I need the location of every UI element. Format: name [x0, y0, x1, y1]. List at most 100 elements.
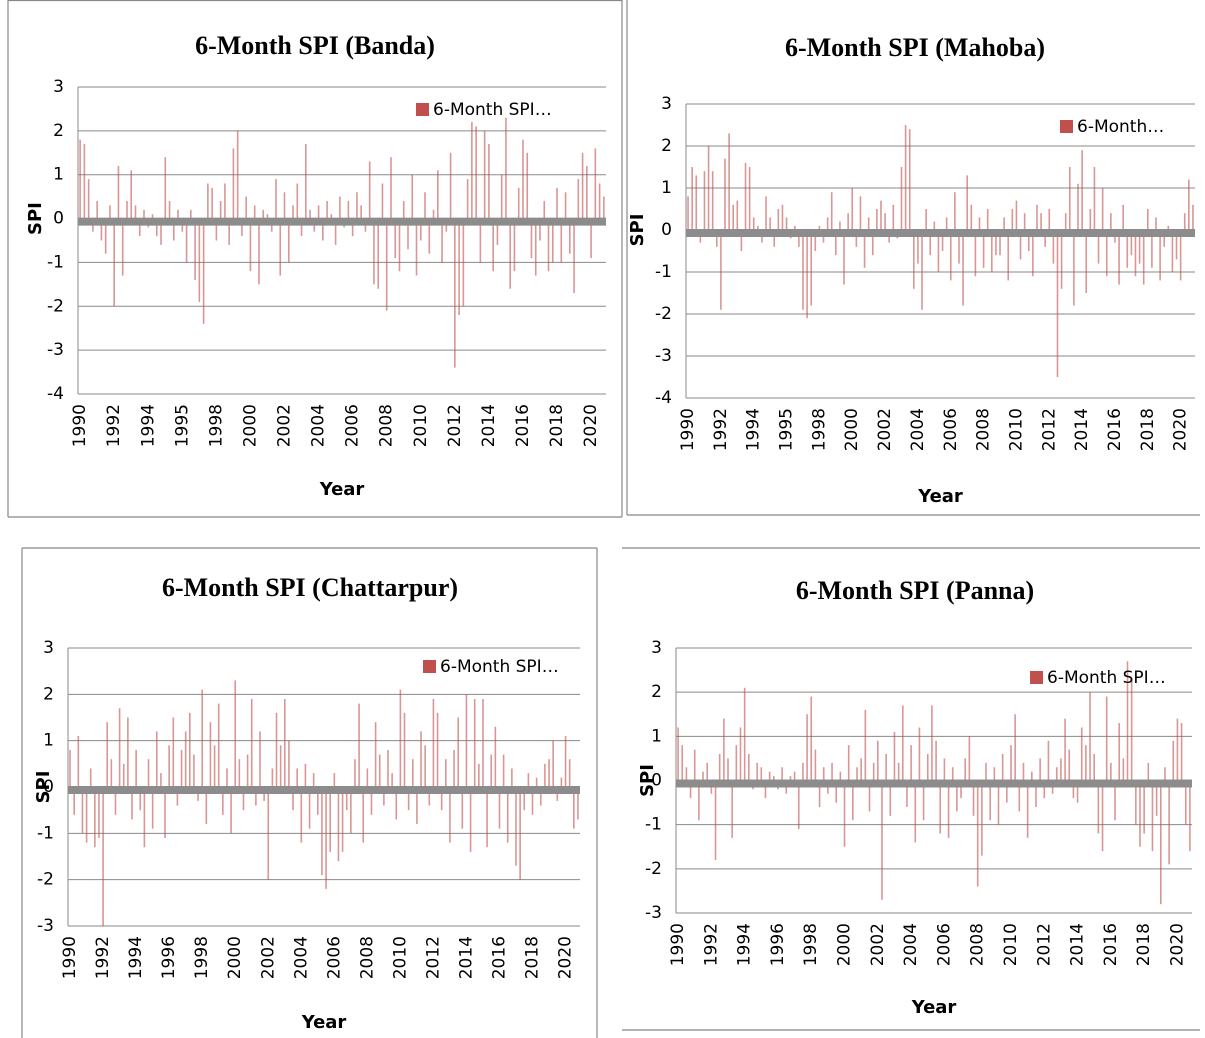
bar: [441, 218, 443, 263]
bar: [1044, 230, 1046, 247]
bar: [831, 762, 833, 781]
bar: [1019, 230, 1022, 260]
bar: [1159, 780, 1162, 905]
bar: [130, 170, 133, 219]
x-tick-label: 2006: [324, 936, 344, 979]
bar: [748, 754, 750, 781]
bar: [109, 205, 111, 219]
bar: [1101, 188, 1104, 230]
bar: [457, 717, 459, 787]
bar: [1110, 762, 1112, 781]
bar: [234, 680, 237, 787]
bar: [544, 763, 546, 787]
bar: [440, 787, 443, 811]
bar: [118, 708, 121, 787]
bar: [399, 689, 402, 787]
bar: [534, 218, 537, 276]
bar: [486, 787, 488, 848]
bar: [267, 787, 270, 880]
x-tick-label: 2008: [377, 404, 397, 447]
x-tick-label: 2006: [934, 923, 954, 966]
bar: [769, 217, 771, 230]
bar: [219, 201, 222, 219]
bar: [1146, 209, 1149, 230]
bar: [551, 218, 554, 263]
bar: [428, 787, 431, 806]
bar: [494, 726, 497, 787]
bar: [411, 759, 414, 787]
bar: [228, 218, 230, 245]
chart-title: 6-Month SPI (Banda): [195, 31, 435, 60]
bar: [385, 218, 388, 311]
bar: [798, 230, 800, 247]
bar: [922, 780, 925, 821]
bar: [723, 718, 725, 781]
x-tick-label: 2014: [1068, 923, 1088, 966]
bar: [777, 209, 780, 230]
bar: [760, 767, 763, 781]
bar: [914, 780, 917, 843]
bar: [814, 749, 817, 781]
bar: [139, 787, 142, 811]
bar: [949, 230, 952, 281]
bar: [378, 754, 381, 787]
x-tick-label: 2018: [1134, 923, 1154, 966]
bar: [1155, 217, 1157, 230]
bar: [262, 209, 265, 219]
y-axis-title: SPI: [627, 214, 648, 247]
bar: [547, 218, 550, 272]
bar: [876, 209, 878, 230]
bar: [793, 771, 796, 781]
bar: [1114, 780, 1116, 821]
bar: [373, 218, 375, 285]
bar: [143, 787, 146, 848]
x-tick-label: 2010: [390, 936, 410, 979]
bar: [309, 209, 311, 219]
y-tick-label: 1: [53, 165, 64, 185]
y-tick-label: 1: [651, 726, 662, 746]
bar: [863, 230, 866, 268]
legend-marker: [416, 103, 429, 116]
bar: [1064, 718, 1066, 781]
bar: [259, 731, 261, 787]
bar: [1105, 696, 1108, 781]
bar: [479, 218, 482, 263]
bar: [402, 201, 405, 219]
legend-label: 6-Month SPI…: [1047, 668, 1166, 688]
bar: [539, 218, 541, 241]
bar: [164, 787, 166, 838]
bar: [85, 787, 88, 843]
x-axis-title: Year: [911, 997, 957, 1018]
bar: [279, 218, 282, 276]
bar: [1023, 213, 1026, 230]
bar: [374, 722, 377, 787]
bar: [292, 205, 294, 219]
bar: [465, 694, 468, 787]
bar: [1175, 230, 1178, 260]
bar: [437, 170, 439, 219]
bar: [1010, 745, 1012, 781]
bar: [488, 144, 490, 219]
bar: [564, 736, 567, 787]
bar: [160, 773, 162, 787]
x-tick-label: 2004: [908, 408, 928, 451]
bar: [1056, 230, 1059, 377]
x-tick-label: 2002: [275, 404, 295, 447]
bar: [1130, 678, 1133, 781]
bar: [752, 217, 755, 230]
bar: [739, 727, 742, 781]
bar: [432, 698, 435, 787]
x-tick-label: 1998: [192, 936, 212, 979]
bar: [864, 709, 867, 781]
bar: [1167, 225, 1170, 230]
bar: [889, 780, 892, 816]
bar: [802, 762, 804, 781]
bar: [339, 196, 341, 219]
bar: [740, 230, 743, 251]
bar: [535, 777, 538, 787]
bar: [334, 218, 337, 245]
bar: [445, 759, 447, 787]
bar: [424, 745, 426, 787]
y-tick-label: -2: [655, 304, 672, 324]
bar: [224, 183, 226, 219]
